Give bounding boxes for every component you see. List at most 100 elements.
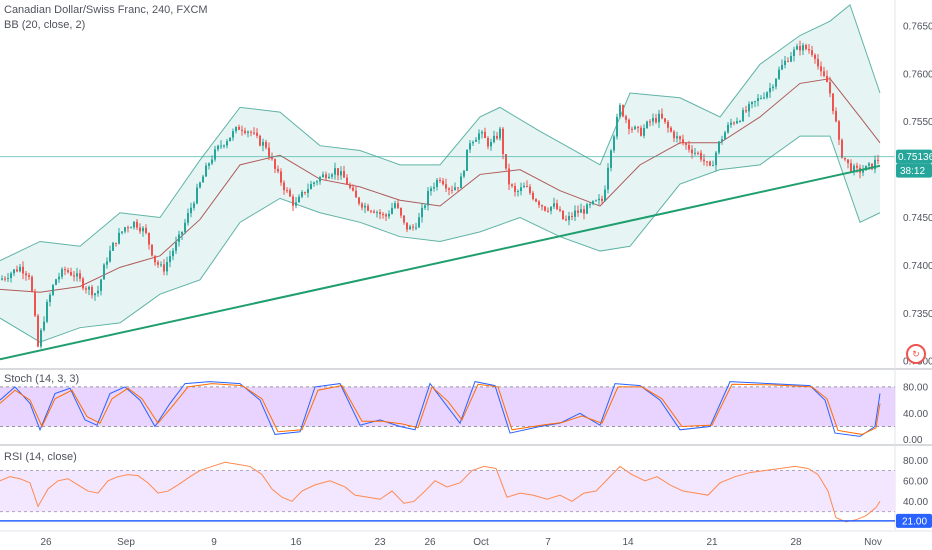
time-tick-label: Sep <box>117 537 135 548</box>
candle-body <box>235 126 237 132</box>
candle-body <box>334 168 336 175</box>
rsi-pane[interactable]: 80.00 60.00 40.00 21.00 <box>0 456 932 528</box>
alert-badge-icon[interactable]: ↻ <box>906 344 926 364</box>
candle-body <box>505 154 507 169</box>
price-pane[interactable]: 0.765000.760000.755000.750000.745000.740… <box>0 0 932 368</box>
candle-body <box>769 88 771 93</box>
candle-body <box>214 149 216 160</box>
candle-body <box>676 136 678 139</box>
candle-body <box>508 168 510 185</box>
candle-body <box>757 98 759 102</box>
candle-body <box>361 203 363 208</box>
candle-body <box>55 279 57 285</box>
candle-body <box>805 45 807 50</box>
candle-body <box>448 188 450 190</box>
candle-body <box>529 186 531 193</box>
candle-body <box>262 141 264 146</box>
rsi-band <box>0 470 895 512</box>
candle-body <box>400 207 402 216</box>
rsi-level-tag <box>896 513 932 528</box>
candle-body <box>220 145 222 147</box>
candle-body <box>640 127 642 136</box>
chart-title[interactable]: Canadian Dollar/Swiss Franc, 240, FXCM <box>4 4 208 16</box>
candle-body <box>49 294 51 303</box>
candle-body <box>403 215 405 223</box>
candle-body <box>100 279 102 291</box>
time-axis[interactable]: 26 Sep 9 16 23 26 Oct 7 14 21 28 Nov <box>40 537 881 548</box>
time-tick-label: Nov <box>864 537 882 548</box>
candle-body <box>490 142 492 147</box>
candle-body <box>1 278 3 280</box>
candle-body <box>136 221 138 228</box>
stoch-series-line <box>0 383 881 435</box>
candle-body <box>295 202 297 206</box>
candle-body <box>823 71 825 76</box>
candle-body <box>784 60 786 65</box>
candle-body <box>808 49 810 51</box>
time-tick-label: 14 <box>622 537 634 548</box>
candle-body <box>703 159 705 162</box>
candle-body <box>517 191 519 193</box>
current-price-label: 0.75136 <box>898 152 932 163</box>
candle-body <box>271 156 273 160</box>
candle-body <box>127 227 129 229</box>
candle-body <box>574 210 576 217</box>
candle-body <box>397 203 399 208</box>
candle-body <box>256 132 258 136</box>
stoch-tick-label: 0.00 <box>903 435 923 446</box>
candle-body <box>847 159 849 164</box>
candle-body <box>364 205 366 208</box>
candle-body <box>439 179 441 181</box>
bb-legend[interactable]: BB (20, close, 2) <box>4 19 86 31</box>
candle-body <box>649 121 651 123</box>
candle-body <box>610 150 612 168</box>
candle-body <box>232 131 234 138</box>
candle-body <box>385 214 387 217</box>
candle-body <box>190 207 192 214</box>
trendline[interactable] <box>0 164 881 361</box>
stoch-legend[interactable]: Stoch (14, 3, 3) <box>4 373 80 385</box>
candle-body <box>10 273 12 279</box>
candle-body <box>103 264 105 280</box>
candle-body <box>118 232 120 244</box>
candle-body <box>736 121 738 124</box>
candle-body <box>319 177 321 182</box>
rsi-legend[interactable]: RSI (14, close) <box>4 451 77 463</box>
candle-body <box>376 212 378 214</box>
candle-body <box>514 185 516 192</box>
candle-body <box>751 101 753 105</box>
candle-body <box>40 330 42 347</box>
candle-body <box>583 209 585 214</box>
candle-body <box>691 149 693 154</box>
candle-body <box>535 199 537 202</box>
candle-body <box>34 291 36 316</box>
candle-body <box>598 198 600 201</box>
candle-body <box>835 111 837 122</box>
rsi-axis[interactable]: 80.00 60.00 40.00 <box>903 456 928 508</box>
candle-body <box>829 82 831 94</box>
candle-body <box>634 126 636 130</box>
candle-body <box>340 171 342 176</box>
candle-body <box>844 157 846 160</box>
candle-body <box>268 147 270 157</box>
candle-body <box>280 171 282 183</box>
stoch-pane[interactable]: 80.00 40.00 0.00 <box>0 381 928 447</box>
candle-body <box>688 144 690 150</box>
candle-body <box>499 128 501 139</box>
candle-body <box>253 132 255 134</box>
price-axis[interactable]: 0.765000.760000.755000.750000.745000.740… <box>903 21 932 367</box>
candle-body <box>520 187 522 192</box>
candle-body <box>523 185 525 188</box>
candle-body <box>451 189 453 191</box>
candle-body <box>793 49 795 57</box>
candle-body <box>853 165 855 172</box>
candle-body <box>283 182 285 191</box>
candle-body <box>568 215 570 221</box>
candle-body <box>433 187 435 189</box>
stoch-axis[interactable]: 80.00 40.00 0.00 <box>903 382 928 446</box>
candle-body <box>622 105 624 117</box>
candle-body <box>604 189 606 201</box>
candle-body <box>538 201 540 206</box>
